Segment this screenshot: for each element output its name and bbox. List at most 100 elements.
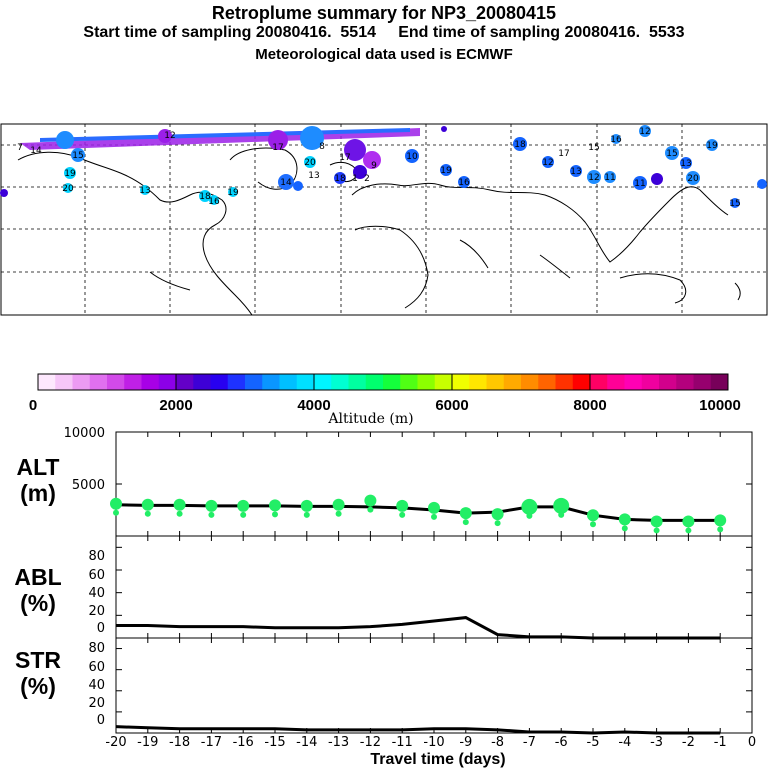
alt-cluster-point [621,525,628,532]
str-ytick-label: 0 [97,713,105,728]
alt-cluster-point [303,511,310,518]
plume-label: 10 [406,152,418,162]
str-ytick-label: 60 [88,660,105,675]
colorbar-tick-label: 2000 [159,397,192,414]
colorbar-cell [693,374,712,390]
colorbar-tick-label: 10000 [699,397,741,414]
x-tick-label: -11 [392,735,413,750]
chart-title: Retroplume summary for NP3_20080415 [211,3,557,23]
x-tick-label: -8 [491,735,504,750]
plume-marker [353,165,367,179]
colorbar-cell [314,374,332,390]
plume-marker [363,151,381,169]
plume-label: 18 [334,174,346,184]
alt-cluster-point [237,499,250,512]
plume-label: 15 [729,199,740,209]
colorbar-cell [279,374,298,390]
plume-marker [651,173,663,185]
plume-marker [665,146,679,160]
colorbar-cell [555,374,574,390]
plume-cluster-markers [0,125,767,208]
plume-marker [158,129,172,143]
colorbar-tick-label: 6000 [435,397,468,414]
plume-marker [56,131,74,149]
plume-label: 19 [440,166,452,176]
series-line-str [115,725,721,735]
x-tick-label: -17 [201,735,222,750]
plume-label: 19 [706,141,718,151]
alt-cluster-point [714,514,727,527]
alt-cluster-point [110,497,122,510]
alt-panel-label: ALT [16,454,59,480]
colorbar-cell [607,374,625,390]
colorbar-axis-label: Altitude (m) [327,411,413,427]
x-axis-label: Travel time (days) [370,751,505,768]
alt-cluster-point [650,515,663,528]
plume-label: 9 [371,161,377,171]
abl-ytick-label: 40 [88,586,105,601]
alt-cluster-point [176,510,183,517]
x-tick-label: -9 [459,735,472,750]
colorbar-cell [176,374,194,390]
plume-marker [686,171,700,185]
alt-cluster-point [269,499,281,512]
plume-marker [300,126,324,150]
alt-cluster-point [685,527,692,534]
alt-cluster-point [300,499,313,512]
world-map: 7 14 15 19 20 13 12 19 18 16 17 8 17 20 … [0,123,768,316]
alt-cluster-point [682,515,695,528]
x-tick-label: -3 [650,735,663,750]
plume-label: 16 [610,135,622,145]
alt-cluster-point [367,506,374,513]
alt-cluster-point [240,511,247,518]
colorbar-cell [89,374,108,390]
plume-label: 15 [72,151,83,161]
alt-cluster-point [590,521,596,528]
alt-panel-unit: (m) [20,480,56,506]
colorbar-cell [124,374,142,390]
colorbar-cell [590,374,608,390]
alt-cluster-point [494,520,501,527]
alt-cluster-point [587,509,599,522]
plume-label: 17 [339,153,350,163]
plume-marker [140,185,150,195]
x-tick-label: -1 [714,735,727,750]
plume-label: 2 [364,174,370,184]
str-ytick-label: 20 [88,696,105,711]
colorbar-cell [521,374,539,390]
colorbar-cell [676,374,694,390]
plume-marker [706,139,718,151]
colorbar-cell [262,374,280,390]
alt-cluster-point [431,513,437,520]
plume-marker [278,174,294,190]
plume-marker [63,183,73,193]
colorbar-tick-label: 0 [29,397,37,414]
x-tick-label: -2 [682,735,695,750]
x-tick-label: -19 [137,735,158,750]
x-tick-label: -4 [618,735,631,750]
colorbar-major-separators [175,374,591,390]
alt-cluster-point [653,527,660,534]
plume-label: 8 [319,142,325,152]
colorbar-cell [245,374,263,390]
colorbar-cell [572,374,591,390]
colorbar-cell [72,374,91,390]
colorbar-cell [710,374,729,390]
sampling-time-subtitle: Start time of sampling 20080416. 5514 En… [83,24,685,41]
x-tick-label: -13 [328,735,349,750]
alt-cluster-point [335,510,342,517]
met-data-subtitle: Meteorological data used is ECMWF [255,46,513,63]
colorbar-cell [400,374,418,390]
colorbar-cell [434,374,453,390]
alt-ytick-label: 5000 [72,478,105,493]
colorbar-cell [348,374,367,390]
abl-panel-unit: (%) [20,590,56,616]
x-tick-labels: -20 -19 -18 -17 -16 -15 -14 -13 -12 -11 -10 -9 -8 -7-… [105,735,756,750]
x-tick-label: -16 [233,735,254,750]
x-tick-label: -5 [587,735,600,750]
alt-cluster-point [491,508,504,521]
x-tick-label: -18 [169,735,190,750]
colorbar-cell [210,374,229,390]
plume-marker [209,195,219,205]
